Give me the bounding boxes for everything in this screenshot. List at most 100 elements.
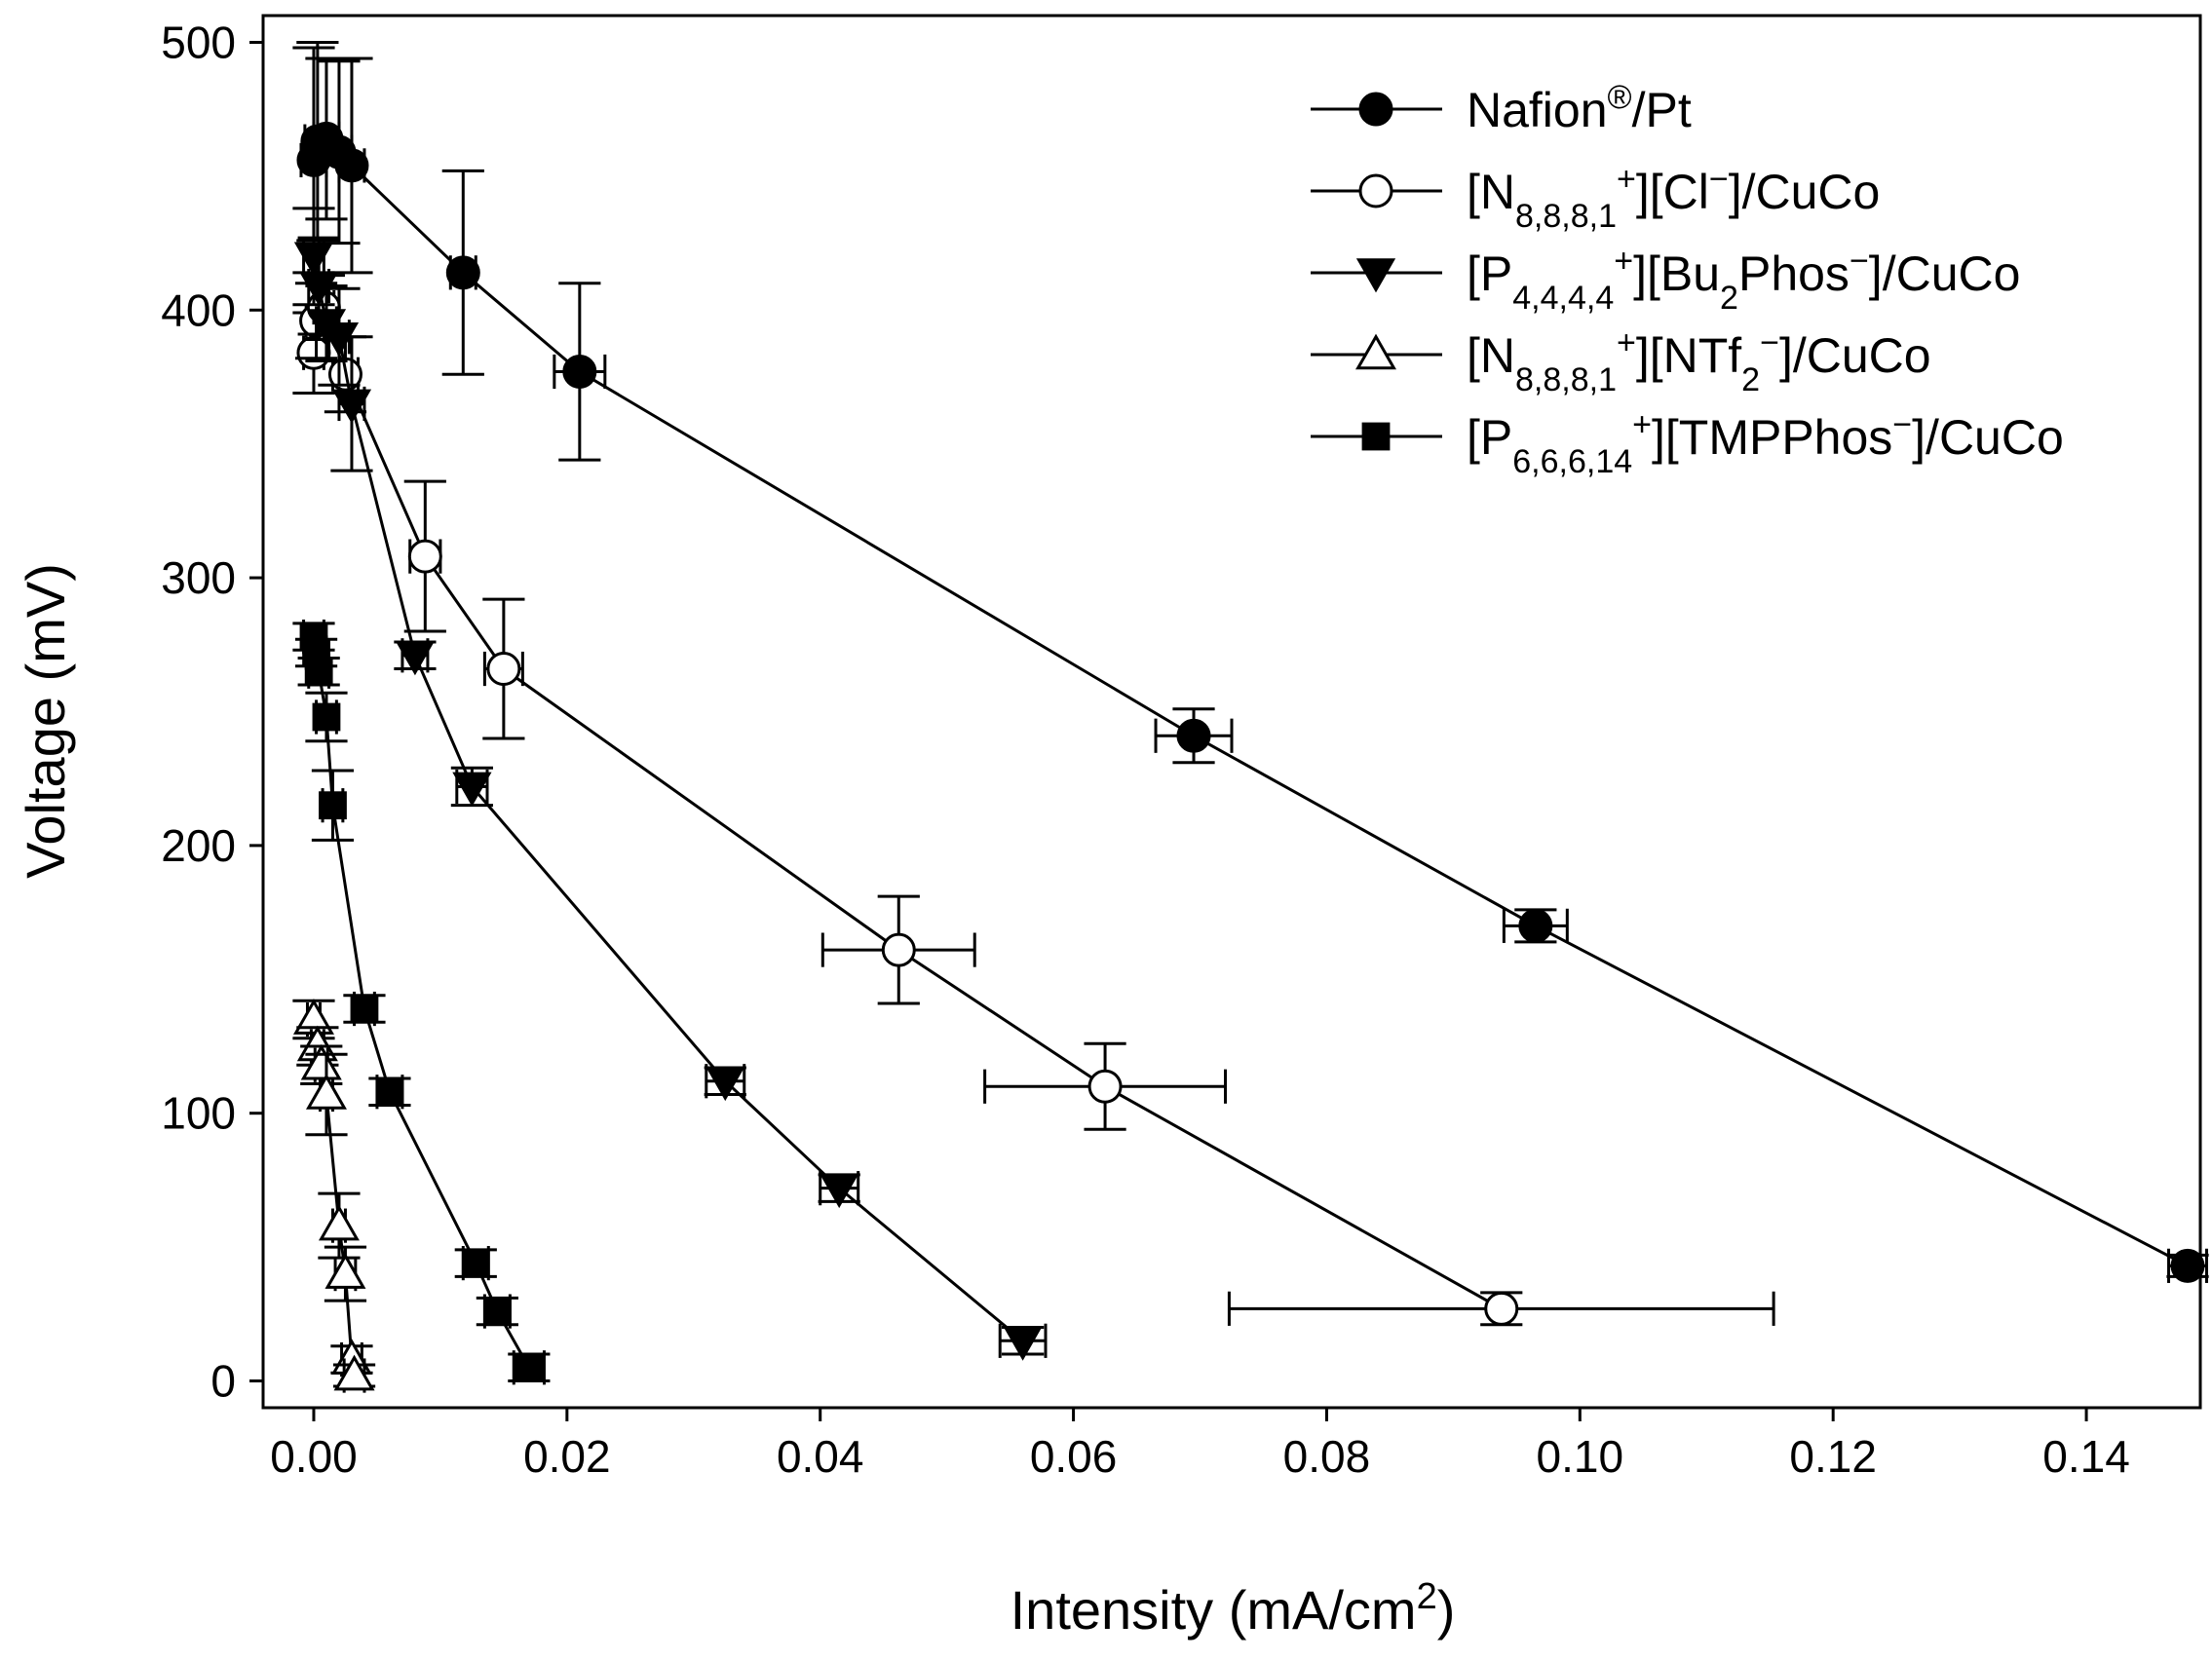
data-point-square-filled [482,1297,512,1326]
legend-label-part: ]/CuCo [1779,328,1931,383]
data-point-circle-open [1087,1069,1123,1104]
data-point-circle-filled [445,255,480,290]
legend-label-part: 8,8,8,1 [1515,361,1617,398]
data-point-triangle-up-open [333,1354,375,1391]
data-point-square-filled [350,995,379,1023]
legend-label-part: + [1614,243,1633,280]
data-point-square-filled [319,791,347,820]
legend-label-part: /Pt [1632,83,1692,137]
x-tick-label: 0.08 [1283,1431,1371,1482]
legend-label-part: 2 [1741,361,1760,398]
x-tick-label: 0.02 [523,1431,611,1482]
legend-label-part: − [1760,324,1779,361]
data-point-square-filled [375,1077,404,1107]
data-point-square-filled [312,702,341,732]
data-point-triangle-down-filled [319,321,360,358]
legend-label-part: Phos [1738,246,1850,301]
legend-entry-1: [N8,8,8,1+][Cl−]/CuCo [1311,161,1880,235]
x-axis-title-close: ) [1437,1579,1456,1641]
legend-label-part: ][Cl [1636,165,1709,219]
legend-label-part: 4,4,4,4 [1512,280,1614,317]
x-tick-label: 0.06 [1030,1431,1118,1482]
legend-label-part: − [1850,243,1869,280]
data-point-triangle-down-filled [452,772,492,807]
data-point-circle-open [407,539,442,574]
y-axis-title: Voltage (mV) [15,563,76,879]
x-tick-label: 0.10 [1537,1431,1624,1482]
legend-label: [P4,4,4,4+][Bu2Phos−]/CuCo [1467,243,2020,317]
data-point-triangle-down-filled [395,640,436,676]
data-point-square-filled [461,1249,490,1278]
legend-label-part: [P [1467,410,1512,465]
legend-entry-4: [P6,6,6,14+][TMPPhos−]/CuCo [1311,406,2064,480]
data-point-triangle-up-open [318,1204,360,1241]
data-point-circle-open [296,335,331,370]
series-2 [292,207,1048,1361]
x-tick-label: 0.14 [2042,1431,2130,1482]
data-point-triangle-down-filled [706,1066,745,1102]
x-axis-title-sup: 2 [1417,1576,1437,1617]
data-point-circle-open [881,932,916,967]
series-line [312,256,1024,1342]
series-0 [292,40,2209,1283]
y-tick-label: 0 [210,1356,236,1407]
legend-label-part: ]/CuCo [1729,165,1881,219]
legend-label-part: − [1709,161,1729,198]
legend-label-part: [N [1467,165,1515,219]
y-tick-label: 400 [161,284,236,335]
data-point-triangle-up-open [1355,333,1396,370]
data-point-circle-filled [2170,1248,2205,1283]
series-line [312,136,2189,1267]
legend-entry-0: Nafion®/Pt [1311,79,1692,137]
legend-label: Nafion®/Pt [1467,79,1692,137]
axes-layer: 0.00 0.02 0.04 0.06 0.08 0.10 0.12 0.14 0 100 200 3… [161,14,2202,1482]
data-point-square-filled [515,1353,544,1382]
legend-label-part: [P [1467,246,1512,301]
legend-label-part: ]/CuCo [1869,246,2021,301]
legend-entry-3: [N8,8,8,1+][NTf2−]/CuCo [1311,324,1931,398]
legend-label-part: ® [1608,79,1632,116]
data-point-circle-filled [1518,908,1553,943]
data-point-square-filled [1361,422,1391,451]
data-point-circle-filled [562,354,597,389]
data-layer [292,40,2209,1393]
x-tick-label: 0.00 [270,1431,358,1482]
data-point-circle-filled [334,148,369,183]
legend-label-part: + [1617,324,1636,361]
data-point-circle-filled [1358,92,1393,127]
legend-label: [P6,6,6,14+][TMPPhos−]/CuCo [1467,406,2064,480]
legend-label-part: 8,8,8,1 [1515,198,1617,235]
y-tick-label: 500 [161,17,236,67]
x-axis-title: Intensity (mA/cm2) [1011,1576,1456,1641]
legend-label-part: 6,6,6,14 [1512,443,1632,480]
legend-label: [N8,8,8,1+][NTf2−]/CuCo [1467,324,1931,398]
y-tick-label: 200 [161,820,236,871]
legend-label-part: ][Bu [1633,246,1720,301]
series-1 [292,274,1775,1327]
data-point-triangle-down-filled [293,242,334,277]
plot-frame [261,14,2202,1410]
legend-label-part: ][NTf [1636,328,1741,383]
data-point-circle-open [486,652,521,687]
data-point-triangle-up-open [324,1253,366,1289]
data-point-triangle-up-open [305,1074,347,1110]
legend-label-part: 2 [1720,280,1738,317]
data-point-circle-open [1358,173,1393,208]
legend-label-part: Nafion [1467,83,1608,137]
legend-label-part: [N [1467,328,1515,383]
series-4 [292,619,551,1385]
y-tick-label: 300 [161,552,236,603]
legend-entry-2: [P4,4,4,4+][Bu2Phos−]/CuCo [1311,243,2020,317]
data-point-triangle-down-filled [1003,1326,1043,1361]
y-tick-label: 100 [161,1088,236,1139]
legend-label: [N8,8,8,1+][Cl−]/CuCo [1467,161,1880,235]
legend: Nafion®/Pt[N8,8,8,1+][Cl−]/CuCo[P4,4,4,4… [1311,79,2064,480]
legend-label-part: − [1892,406,1912,443]
data-point-circle-open [1484,1291,1519,1326]
data-point-triangle-down-filled [1355,258,1396,293]
data-point-triangle-down-filled [820,1173,859,1209]
data-point-circle-filled [1176,718,1211,753]
legend-label-part: ][TMPPhos [1652,410,1892,465]
legend-label-part: + [1632,406,1652,443]
